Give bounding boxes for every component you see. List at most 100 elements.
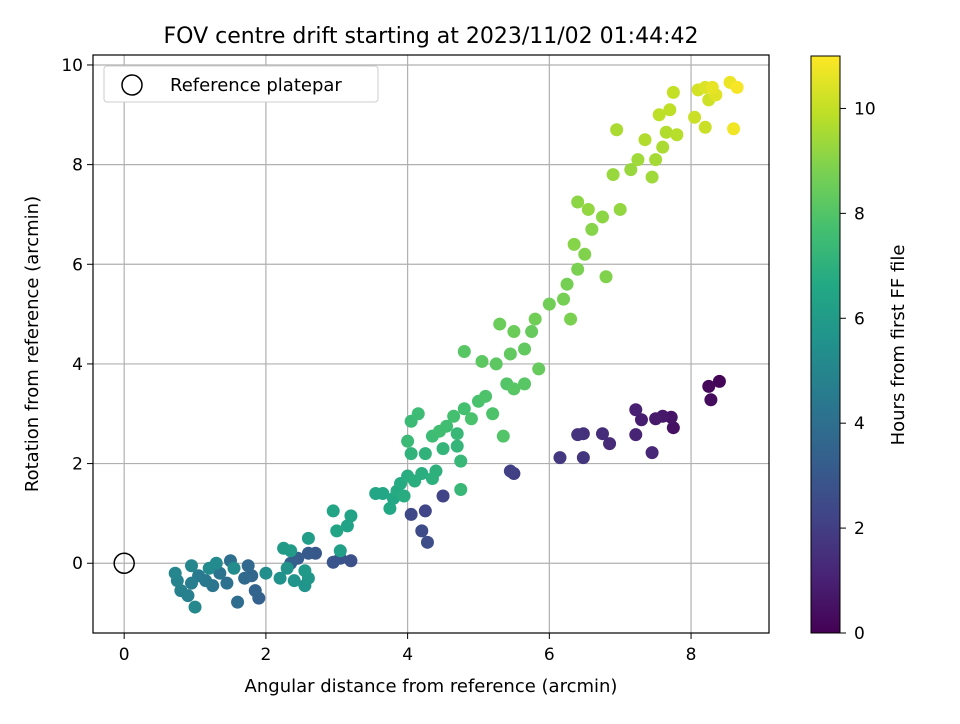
data-point — [213, 566, 227, 580]
data-point — [645, 170, 659, 184]
data-point — [688, 110, 702, 124]
y-tick-label: 4 — [72, 355, 83, 375]
data-point — [578, 247, 592, 261]
data-point — [273, 571, 287, 585]
data-point — [629, 403, 643, 417]
data-point — [464, 412, 478, 426]
y-axis-ticks: 0 2 4 6 8 10 — [61, 56, 93, 574]
data-point — [705, 80, 719, 94]
x-tick-label: 8 — [686, 645, 697, 665]
data-point — [525, 325, 539, 339]
data-point — [457, 344, 471, 358]
data-point — [184, 559, 198, 573]
data-point — [209, 556, 223, 570]
data-point — [666, 85, 680, 99]
data-point — [447, 409, 461, 423]
colorbar-tick-label: 8 — [854, 204, 865, 224]
legend-marker-icon — [121, 74, 143, 96]
data-point — [571, 195, 585, 209]
data-point — [450, 439, 464, 453]
data-point — [479, 389, 493, 403]
data-point — [645, 446, 659, 460]
data-point — [634, 413, 648, 427]
data-point — [259, 566, 273, 580]
data-point — [411, 407, 425, 421]
data-point — [712, 374, 726, 388]
data-point — [496, 429, 510, 443]
data-point — [670, 128, 684, 142]
y-tick-label: 0 — [72, 554, 83, 574]
x-tick-label: 2 — [260, 645, 271, 665]
data-point — [518, 377, 532, 391]
data-point — [454, 482, 468, 496]
reference-platepar-marker — [113, 552, 135, 574]
data-point — [542, 297, 556, 311]
data-point — [287, 574, 301, 588]
colorbar-gradient — [810, 55, 841, 634]
x-tick-label: 4 — [402, 645, 413, 665]
data-point — [698, 120, 712, 134]
data-point — [652, 108, 666, 122]
data-point — [493, 317, 507, 331]
y-tick-label: 6 — [72, 255, 83, 275]
chart-title: FOV centre drift starting at 2023/11/02 … — [164, 24, 699, 49]
data-point — [564, 312, 578, 326]
data-point — [532, 362, 546, 376]
data-point — [280, 561, 294, 575]
plot-frame — [92, 54, 770, 634]
data-point — [727, 122, 741, 136]
data-point — [227, 561, 241, 575]
data-point — [418, 504, 432, 518]
data-point — [507, 325, 521, 339]
y-tick-label: 8 — [72, 156, 83, 176]
data-point — [436, 489, 450, 503]
data-point — [376, 486, 390, 500]
data-point — [401, 434, 415, 448]
data-point — [649, 153, 663, 167]
data-point — [188, 600, 202, 614]
data-point — [184, 576, 198, 590]
data-point — [613, 202, 627, 216]
data-point — [649, 412, 663, 426]
data-point — [629, 428, 643, 442]
data-point — [415, 467, 429, 481]
data-point — [344, 509, 358, 523]
colorbar-ticks: 0 2 4 6 8 10 — [840, 99, 876, 644]
data-point — [436, 442, 450, 456]
data-point — [624, 163, 638, 177]
colorbar-tick-label: 10 — [854, 99, 876, 119]
data-point — [557, 292, 571, 306]
data-point — [702, 379, 716, 393]
data-point — [284, 544, 298, 558]
y-tick-label: 10 — [61, 56, 83, 76]
data-point — [503, 464, 517, 478]
legend-box — [103, 65, 379, 103]
data-point — [326, 555, 340, 569]
data-point — [340, 519, 354, 533]
data-point — [704, 393, 718, 407]
data-point — [344, 554, 358, 568]
data-point — [301, 531, 315, 545]
reference-marker-layer — [113, 552, 135, 574]
data-point — [333, 544, 347, 558]
data-point — [638, 133, 652, 147]
data-point — [603, 437, 617, 451]
data-point — [606, 168, 620, 182]
colorbar-tick-label: 2 — [854, 519, 865, 539]
data-point — [301, 546, 315, 560]
data-point — [610, 123, 624, 137]
data-point — [298, 564, 312, 578]
data-points — [168, 75, 744, 614]
data-point — [581, 202, 595, 216]
data-point — [576, 451, 590, 465]
data-point — [220, 576, 234, 590]
data-point — [595, 210, 609, 224]
data-point — [415, 524, 429, 538]
data-point — [571, 262, 585, 276]
data-point — [454, 454, 468, 468]
data-point — [440, 419, 454, 433]
data-point — [631, 153, 645, 167]
colorbar-tick-label: 0 — [854, 624, 865, 644]
data-point — [663, 103, 677, 117]
